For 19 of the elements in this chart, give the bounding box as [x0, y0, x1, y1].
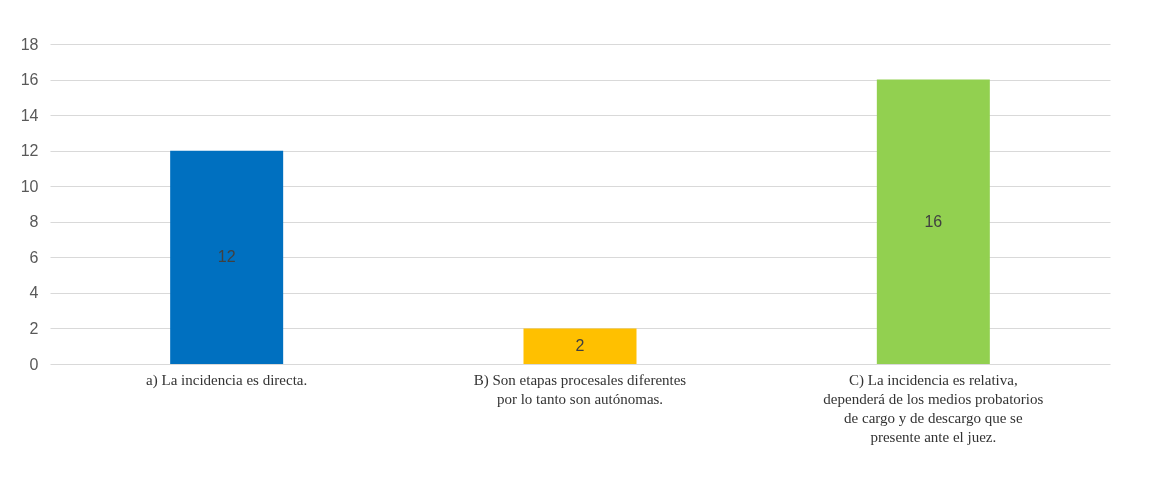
data-label: 2	[575, 337, 585, 355]
y-tick-label: 12	[20, 142, 39, 160]
bar	[523, 328, 637, 364]
y-tick-label: 16	[20, 71, 39, 89]
x-tick-label: B) Son etapas procesales diferentes por lo tanto son autónomas.	[473, 371, 687, 407]
y-tick-label: 0	[29, 355, 39, 373]
y-tick-label: 14	[20, 106, 39, 124]
y-tick-label: 8	[29, 213, 39, 231]
x-tick-label: C) La incidencia es relativa, dependerá de los medios probatorios de cargo y de descargo que se presente ante el juez.	[823, 371, 1044, 445]
bar	[170, 150, 284, 364]
bar	[876, 79, 990, 364]
y-tick-label: 4	[29, 284, 39, 302]
y-tick-label: 18	[20, 35, 39, 53]
y-tick-label: 2	[29, 319, 39, 337]
y-tick-label: 10	[20, 177, 39, 195]
data-label: 12	[217, 248, 236, 266]
y-tick-label: 6	[29, 248, 39, 266]
data-label: 16	[924, 212, 943, 230]
x-tick-label: a) La incidencia es directa.	[146, 371, 308, 389]
